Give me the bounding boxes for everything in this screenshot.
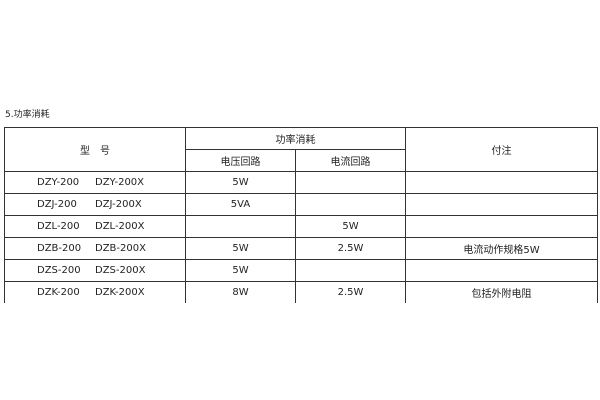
header-model: 型 号 <box>4 127 186 172</box>
cell-model: DZB-200 DZB-200X <box>4 237 186 260</box>
model-a: DZL-200 <box>37 221 80 232</box>
table-row: DZK-200 DZK-200X 8W 2.5W 包括外附电阻 <box>4 281 598 303</box>
table-row: DZL-200 DZL-200X 5W <box>4 215 598 238</box>
power-consumption-table: 型 号 功率消耗 付注 电压回路 电流回路 DZY-200 DZY-200X 5W… <box>4 127 598 303</box>
cell-voltage <box>185 215 296 238</box>
cell-note <box>405 215 598 238</box>
table-row: DZS-200 DZS-200X 5W <box>4 259 598 282</box>
cell-current: 2.5W <box>295 237 406 260</box>
model-b: DZS-200X <box>95 265 146 276</box>
cell-model: DZJ-200 DZJ-200X <box>4 193 186 216</box>
table-row: DZB-200 DZB-200X 5W 2.5W 电流动作规格5W <box>4 237 598 260</box>
cell-voltage: 5W <box>185 259 296 282</box>
header-note: 付注 <box>405 127 598 172</box>
cell-model: DZL-200 DZL-200X <box>4 215 186 238</box>
cell-note <box>405 193 598 216</box>
model-a: DZS-200 <box>37 265 81 276</box>
model-b: DZY-200X <box>95 177 145 188</box>
model-b: DZJ-200X <box>95 199 142 210</box>
cell-current <box>295 259 406 282</box>
model-a: DZB-200 <box>37 243 82 254</box>
cell-note <box>405 171 598 194</box>
cell-model: DZS-200 DZS-200X <box>4 259 186 282</box>
cell-voltage: 5W <box>185 171 296 194</box>
model-b: DZK-200X <box>95 287 145 298</box>
model-b: DZL-200X <box>95 221 145 232</box>
cell-voltage: 5VA <box>185 193 296 216</box>
model-a: DZY-200 <box>37 177 80 188</box>
cell-current <box>295 171 406 194</box>
cell-voltage: 5W <box>185 237 296 260</box>
cell-current: 5W <box>295 215 406 238</box>
header-voltage: 电压回路 <box>185 149 296 172</box>
header-power: 功率消耗 <box>185 127 406 150</box>
cell-current: 2.5W <box>295 281 406 303</box>
cell-voltage: 8W <box>185 281 296 303</box>
cell-current <box>295 193 406 216</box>
cell-model: DZK-200 DZK-200X <box>4 281 186 303</box>
cell-note: 电流动作规格5W <box>405 237 598 260</box>
cell-note <box>405 259 598 282</box>
header-current: 电流回路 <box>295 149 406 172</box>
model-b: DZB-200X <box>95 243 146 254</box>
cell-note: 包括外附电阻 <box>405 281 598 303</box>
table-row: DZJ-200 DZJ-200X 5VA <box>4 193 598 216</box>
cell-model: DZY-200 DZY-200X <box>4 171 186 194</box>
section-title: 5.功率消耗 <box>5 110 50 120</box>
model-a: DZK-200 <box>37 287 80 298</box>
model-a: DZJ-200 <box>37 199 77 210</box>
table-row: DZY-200 DZY-200X 5W <box>4 171 598 194</box>
